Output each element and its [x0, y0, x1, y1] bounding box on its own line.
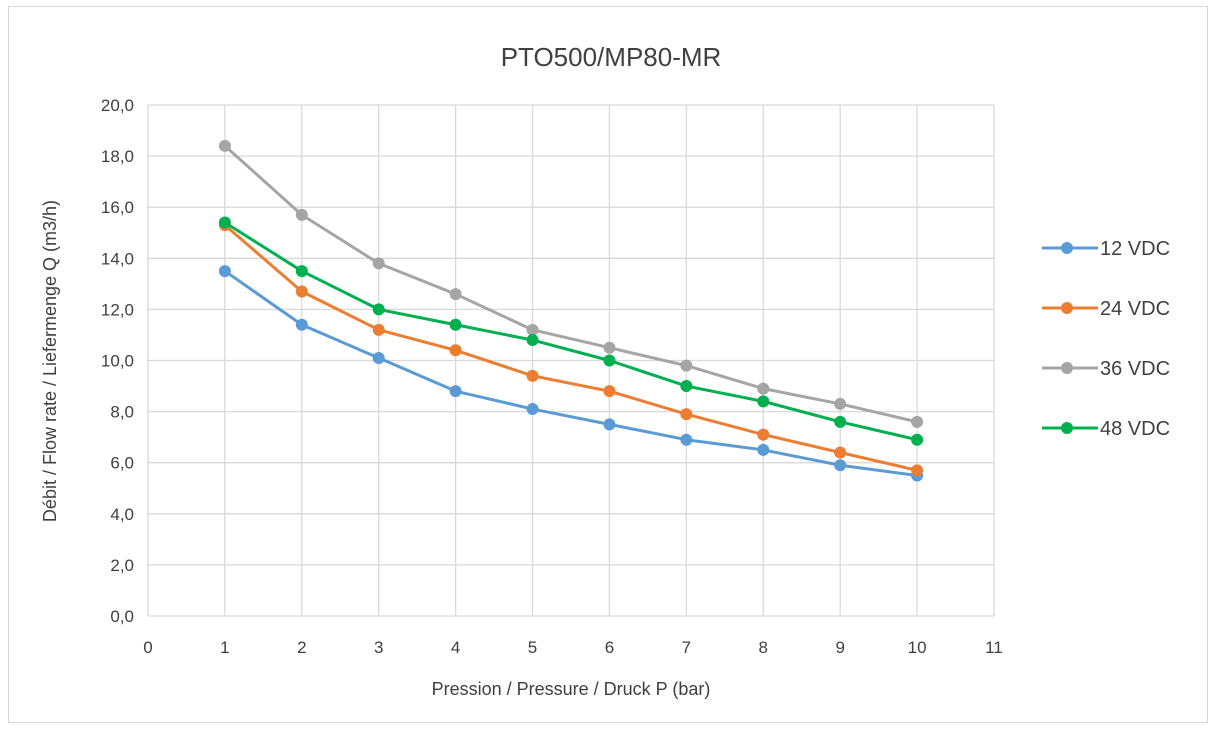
legend: 12 VDC 24 VDC 36 VDC 48 VDC [1042, 238, 1170, 440]
y-tick-label: 2,0 [110, 556, 134, 575]
grid [147, 104, 995, 617]
data-point [526, 369, 539, 382]
legend-item: 48 VDC [1042, 418, 1170, 440]
x-axis-title: Pression / Pressure / Druck P (bar) [432, 679, 711, 699]
data-point [911, 464, 924, 477]
data-point [372, 303, 385, 316]
y-axis-title: Débit / Flow rate / Liefermenge Q (m3/h) [40, 200, 60, 522]
legend-label: 24 VDC [1100, 298, 1170, 320]
x-tick-label: 1 [220, 638, 229, 657]
chart-title: PTO500/MP80-MR [501, 42, 722, 72]
data-point [218, 265, 231, 278]
legend-item: 12 VDC [1042, 238, 1170, 260]
series-36-vdc [218, 139, 924, 428]
data-point [449, 344, 462, 357]
data-point [757, 382, 770, 395]
data-point [449, 288, 462, 301]
data-point [603, 354, 616, 367]
series-line [223, 223, 918, 472]
x-tick-label: 4 [451, 638, 460, 657]
data-point [834, 415, 847, 428]
data-point [680, 359, 693, 372]
y-tick-label: 18,0 [101, 147, 134, 166]
legend-label: 48 VDC [1100, 418, 1170, 440]
x-tick-label: 3 [374, 638, 383, 657]
y-tick-label: 0,0 [110, 607, 134, 626]
series-12-vdc [218, 265, 924, 482]
series-24-vdc [218, 219, 924, 477]
data-point [218, 139, 231, 152]
data-point [757, 428, 770, 441]
x-tick-label: 2 [297, 638, 306, 657]
x-tick-label: 5 [528, 638, 537, 657]
legend-marker [1061, 242, 1073, 254]
data-point [372, 257, 385, 270]
y-tick-label: 20,0 [101, 96, 134, 115]
series-layer [218, 139, 924, 482]
x-tick-label: 7 [682, 638, 691, 657]
data-point [372, 323, 385, 336]
y-tick-label: 6,0 [110, 454, 134, 473]
data-point [834, 446, 847, 459]
y-tick-label: 16,0 [101, 198, 134, 217]
y-tick-labels: 0,0 2,0 4,0 6,0 8,0 10,0 12,0 14,0 16,0 18,0 20,0 [101, 96, 134, 626]
legend-label: 36 VDC [1100, 358, 1170, 380]
data-point [449, 385, 462, 398]
legend-marker [1061, 362, 1073, 374]
data-point [834, 459, 847, 472]
y-tick-label: 4,0 [110, 505, 134, 524]
y-tick-label: 14,0 [101, 249, 134, 268]
data-point [295, 285, 308, 298]
legend-marker [1061, 422, 1073, 434]
y-tick-label: 10,0 [101, 352, 134, 371]
y-tick-label: 12,0 [101, 300, 134, 319]
data-point [372, 351, 385, 364]
series-line [223, 144, 918, 424]
data-point [526, 334, 539, 347]
data-point [757, 443, 770, 456]
y-tick-label: 8,0 [110, 403, 134, 422]
series-line [224, 269, 918, 477]
data-point [834, 397, 847, 410]
data-point [295, 265, 308, 278]
series-48-vdc [218, 216, 924, 446]
data-point [603, 385, 616, 398]
data-point [603, 341, 616, 354]
data-point [449, 318, 462, 331]
x-tick-label: 11 [985, 638, 1003, 657]
data-point [218, 216, 231, 229]
legend-label: 12 VDC [1100, 238, 1170, 260]
x-tick-label: 8 [759, 638, 768, 657]
x-tick-label: 10 [908, 638, 927, 657]
series-line [224, 221, 918, 442]
legend-item: 24 VDC [1042, 298, 1170, 320]
x-tick-label: 9 [835, 638, 844, 657]
legend-item: 36 VDC [1042, 358, 1170, 380]
legend-marker [1061, 302, 1073, 314]
data-point [526, 323, 539, 336]
data-point [295, 318, 308, 331]
data-point [757, 395, 770, 408]
data-point [680, 380, 693, 393]
x-tick-labels: 0 1 2 3 4 5 6 7 8 9 10 11 [143, 638, 1003, 657]
data-point [295, 208, 308, 221]
data-point [911, 433, 924, 446]
data-point [603, 418, 616, 431]
data-point [680, 408, 693, 421]
x-tick-label: 6 [605, 638, 614, 657]
data-point [911, 415, 924, 428]
x-tick-label: 0 [143, 638, 152, 657]
data-point [680, 433, 693, 446]
data-point [526, 403, 539, 416]
